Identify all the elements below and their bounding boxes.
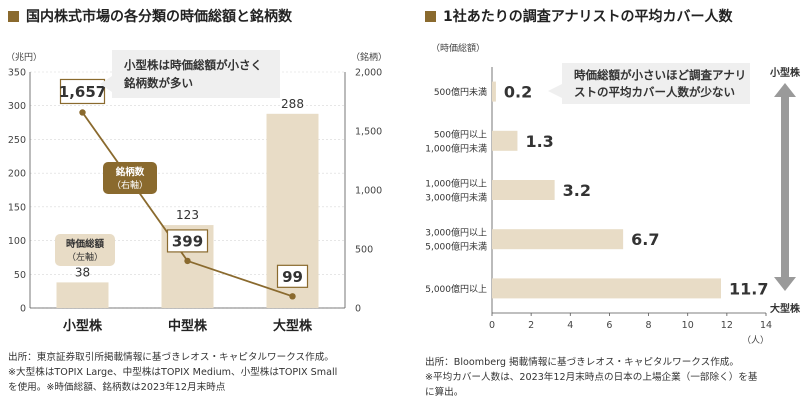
right-source-note: 出所：Bloomberg 掲載情報に基づきレオス・キャピタルワークス作成。 ※平… <box>425 355 757 400</box>
arrow-bottom-label: 大型株 <box>770 302 801 315</box>
category-label: 大型株 <box>273 318 313 334</box>
right-y-tick-label: 500 <box>355 245 373 256</box>
right-chart-title: 1社あたりの調査アナリストの平均カバー人数 <box>425 6 732 26</box>
left-y-tick-label: 50 <box>14 270 26 281</box>
analyst-bar-label: 0.2 <box>504 83 532 102</box>
right-callout-box <box>562 63 750 104</box>
market-cap-category-label: 500億円以上 <box>434 128 487 140</box>
right-y-tick-label: 2,000 <box>355 68 382 79</box>
x-tick-label: 12 <box>721 320 733 331</box>
market-cap-category-label: 1,000億円未満 <box>425 142 487 154</box>
arrow-top-label: 小型株 <box>769 66 801 79</box>
analyst-bar-label: 3.2 <box>563 181 591 200</box>
double-arrow-shaft <box>781 96 789 278</box>
left-source-line: ※大型株はTOPIX Large、中型株はTOPIX Medium、小型株はTO… <box>8 367 338 378</box>
right-callout-pointer <box>548 84 562 98</box>
x-tick-label: 10 <box>682 320 694 331</box>
right-y-tick-label: 1,000 <box>355 186 382 197</box>
analyst-bar <box>492 130 518 151</box>
x-tick-label: 14 <box>760 320 772 331</box>
right-source-line: 出所：Bloomberg 掲載情報に基づきレオス・キャピタルワークス作成。 <box>425 357 739 368</box>
analyst-bar <box>492 81 496 102</box>
y-axis-title: （時価総額） <box>431 42 485 54</box>
left-source-line: 出所：東京証券取引所掲載情報に基づきレオス・キャピタルワークス作成。 <box>8 352 334 363</box>
left-callout-text: 小型株は時価総額が小さく <box>123 58 262 72</box>
market-cap-bar <box>56 282 109 308</box>
stock-count-point <box>289 293 296 300</box>
title-square-icon <box>8 11 19 22</box>
left-source-note: 出所：東京証券取引所掲載情報に基づきレオス・キャピタルワークス作成。 ※大型株は… <box>8 350 337 395</box>
left-callout-text: 銘柄数が多い <box>124 76 193 90</box>
left-y-tick-label: 200 <box>8 169 26 180</box>
line-legend-tag <box>103 162 157 194</box>
market-cap-category-label: 5,000億円以上 <box>425 283 487 295</box>
left-axis-unit: （兆円） <box>6 52 42 63</box>
left-y-tick-label: 300 <box>8 101 26 112</box>
line-legend-text: 銘柄数 <box>116 166 145 178</box>
market-cap-category-label: 5,000億円未満 <box>425 241 487 253</box>
x-tick-label: 2 <box>528 320 534 331</box>
x-tick-label: 6 <box>606 320 612 331</box>
category-label: 小型株 <box>63 318 103 334</box>
stock-count-point <box>79 109 86 116</box>
bar-legend-text: （左軸） <box>67 251 103 263</box>
market-cap-bar-label: 38 <box>75 265 90 279</box>
title-square-icon <box>425 11 436 22</box>
left-source-line: を使用。※時価総額、銘柄数は2023年12月末時点 <box>8 382 226 393</box>
x-tick-label: 8 <box>646 320 652 331</box>
market-cap-category-label: 1,000億円以上 <box>425 178 487 190</box>
x-axis-unit: （人） <box>742 335 769 346</box>
x-tick-label: 0 <box>489 320 495 331</box>
right-source-line: ※平均カバー人数は、2023年12月末時点の日本の上場企業（一部除く）を基 <box>425 372 758 383</box>
stock-count-point <box>184 257 191 265</box>
left-callout-box <box>112 50 280 98</box>
category-label: 中型株 <box>168 318 208 334</box>
right-y-tick-label: 1,500 <box>355 127 382 138</box>
bar-legend-tag <box>55 234 115 266</box>
left-chart-title: 国内株式市場の各分類の時価総額と銘柄数 <box>8 6 292 26</box>
analyst-bar-label: 6.7 <box>631 230 659 249</box>
right-axis-unit: （銘柄） <box>351 51 387 63</box>
left-y-tick-label: 350 <box>8 68 26 79</box>
market-cap-category-label: 3,000億円以上 <box>425 227 487 239</box>
analyst-bar <box>492 180 555 200</box>
left-y-tick-label: 250 <box>8 135 26 146</box>
stock-count-label-box <box>59 78 106 105</box>
market-cap-category-label: 3,000億円未満 <box>425 192 487 204</box>
analyst-bar-label: 1.3 <box>525 132 553 151</box>
market-cap-category-label: 500億円未満 <box>434 86 487 98</box>
analyst-bar-label: 11.7 <box>729 279 768 298</box>
x-tick-label: 4 <box>567 320 573 331</box>
right-source-line: に算出。 <box>425 387 464 398</box>
right-y-tick-label: 0 <box>355 304 361 315</box>
bar-legend-text: 時価総額 <box>66 238 105 250</box>
stock-count-label: 399 <box>172 232 203 250</box>
stock-count-label: 99 <box>282 268 303 286</box>
arrow-up-icon <box>774 83 796 97</box>
left-y-tick-label: 150 <box>8 202 26 213</box>
right-callout-text: 時価総額が小さいほど調査アナリ <box>574 68 746 82</box>
analyst-bar <box>492 278 721 299</box>
left-y-tick-label: 0 <box>20 304 26 315</box>
right-chart-title-text: 1社あたりの調査アナリストの平均カバー人数 <box>443 9 733 25</box>
market-cap-bar-label: 123 <box>176 208 199 222</box>
analyst-bar <box>492 229 624 250</box>
right-callout-text: ストの平均カバー人数が少ない <box>574 85 735 99</box>
stock-count-label-box <box>276 264 309 288</box>
line-legend-text: （右軸） <box>112 179 148 191</box>
left-y-tick-label: 100 <box>8 236 26 247</box>
left-callout-pointer <box>100 76 112 92</box>
arrow-down-icon <box>774 277 796 291</box>
stock-count-label-box <box>166 229 209 253</box>
market-cap-bar-label: 288 <box>281 97 304 111</box>
stock-count-label: 1,657 <box>59 83 106 101</box>
left-chart-title-text: 国内株式市場の各分類の時価総額と銘柄数 <box>26 9 292 25</box>
